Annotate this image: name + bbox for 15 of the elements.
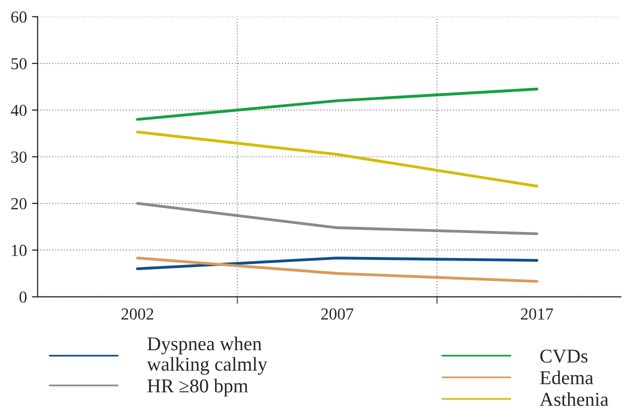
legend-label: Edema (540, 370, 594, 384)
y-tick-label: 0 (20, 291, 27, 303)
x-tick-label: 2017 (520, 308, 554, 320)
x-tick-label: 2007 (321, 308, 354, 320)
y-tick-label: 30 (11, 151, 27, 163)
legend-label: Dyspnea when walking calmly (146, 336, 268, 375)
y-tick-label: 60 (11, 11, 27, 23)
y-tick-label: 20 (11, 198, 27, 210)
legend-label: CVDs (540, 350, 588, 363)
x-tick-label: 2002 (122, 308, 154, 320)
y-tick-label: 40 (10, 104, 27, 116)
legend-label: Asthenia (540, 392, 608, 406)
y-tick-label: 50 (12, 58, 27, 70)
y-tick-label: 10 (12, 244, 27, 256)
legend-label: HR ≥80 bpm (147, 378, 248, 396)
